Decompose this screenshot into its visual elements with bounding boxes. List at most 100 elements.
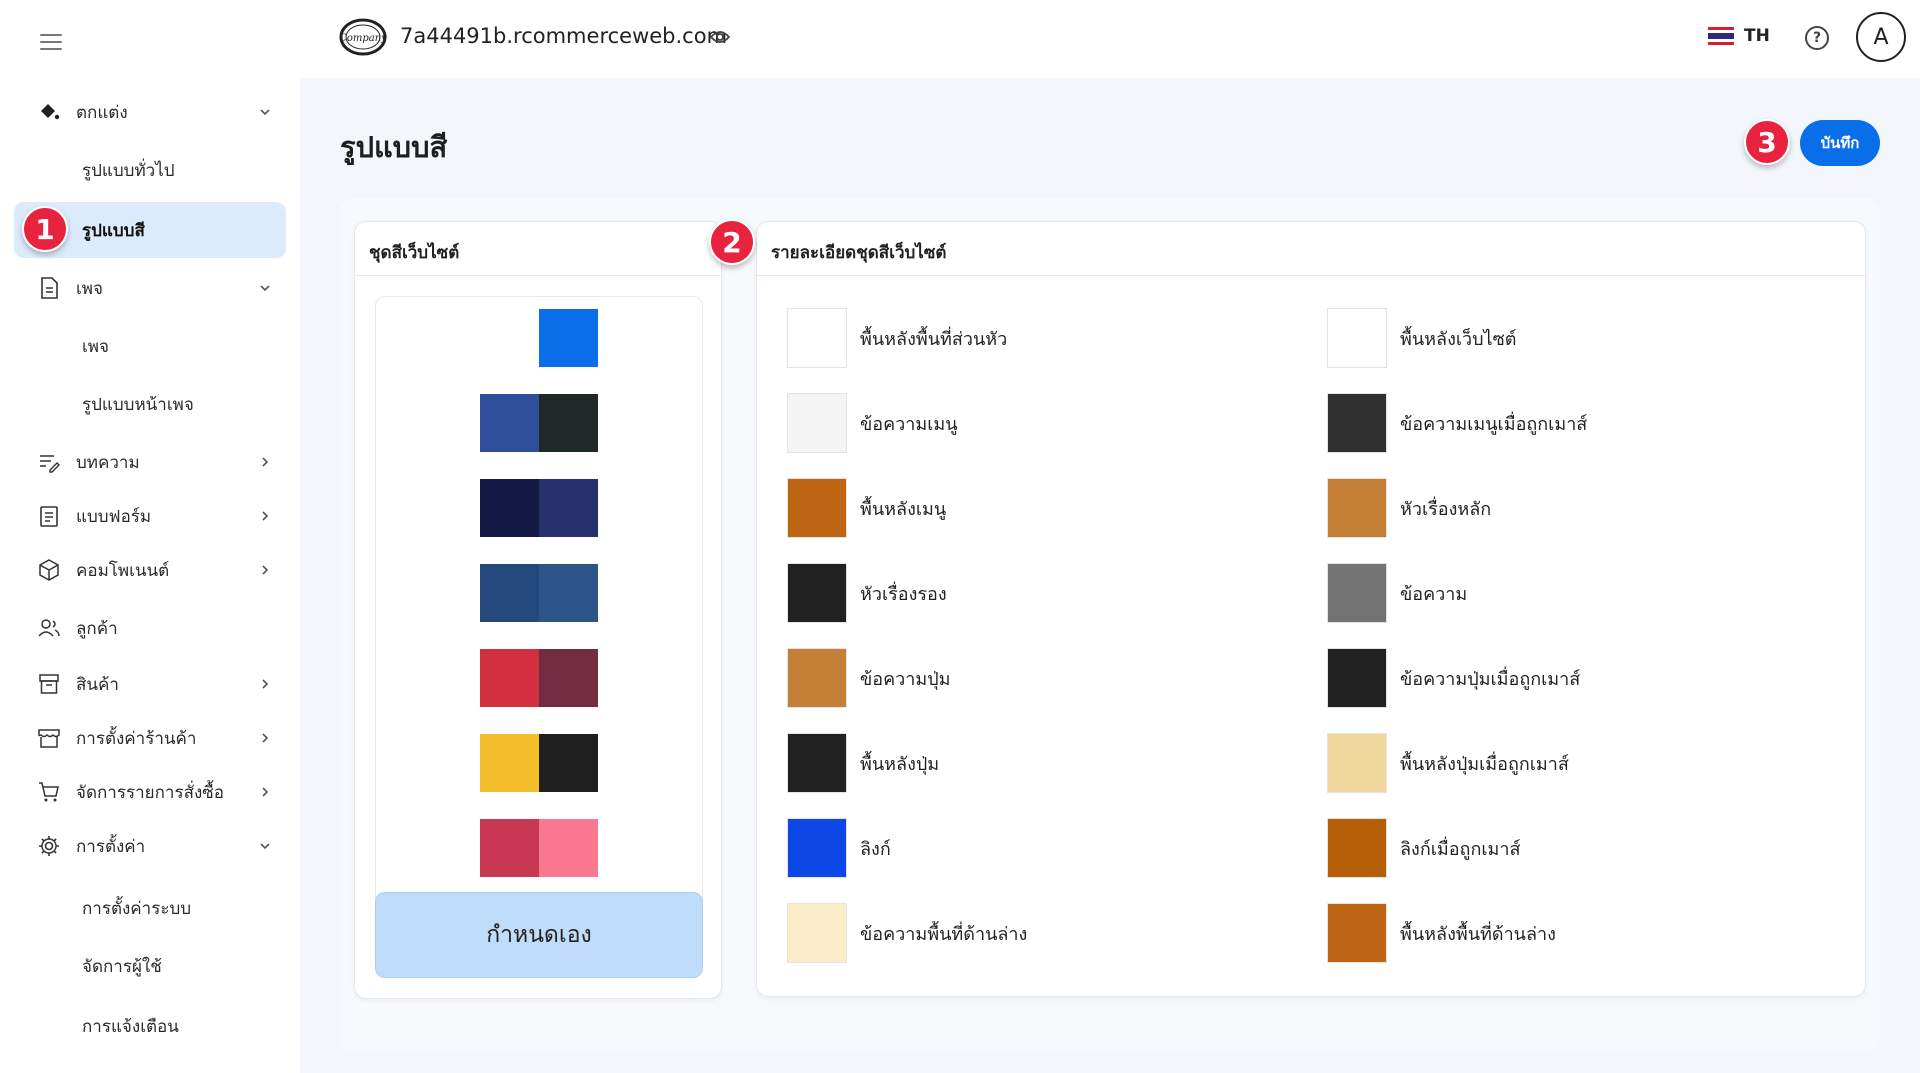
cube-icon: [36, 558, 62, 582]
color-setting-label: หัวเรื่องหลัก: [1400, 498, 1492, 520]
color-swatch[interactable]: [1327, 903, 1387, 963]
color-setting-row[interactable]: ข้อความเมนู: [787, 393, 958, 453]
hamburger-menu-icon[interactable]: [40, 34, 62, 52]
sidebar-item-label: จัดการผู้ใช้: [82, 956, 162, 977]
sidebar-item-label: คอมโพเนนต์: [76, 560, 170, 581]
svg-text:Company: Company: [339, 33, 387, 44]
swatch-color: [480, 649, 539, 707]
color-swatch[interactable]: [1327, 393, 1387, 453]
sidebar-item[interactable]: สินค้า: [14, 656, 286, 712]
chevron-down-icon[interactable]: [258, 280, 272, 294]
color-setting-row[interactable]: พื้นหลังเมนู: [787, 478, 946, 538]
sidebar-item[interactable]: คอมโพเนนต์: [14, 542, 286, 598]
sidebar-item[interactable]: ตกแต่ง: [14, 84, 286, 140]
sidebar-item-label: แบบฟอร์ม: [76, 506, 152, 527]
color-setting-label: ข้อความปุ่มเมื่อถูกเมาส์: [1400, 668, 1581, 690]
sidebar-item[interactable]: แบบฟอร์ม: [14, 488, 286, 544]
sidebar-item-label: บทความ: [76, 452, 140, 473]
sidebar-item[interactable]: จัดการรายการสั่งซื้อ: [14, 764, 286, 820]
color-setting-label: พื้นหลังเว็บไซต์: [1400, 328, 1517, 350]
theme-swatch[interactable]: [480, 394, 598, 452]
eye-icon[interactable]: [710, 29, 730, 45]
sidebar-item[interactable]: การตั้งค่าระบบ: [14, 880, 286, 936]
swatch-color: [539, 734, 598, 792]
sidebar: ตกแต่ง รูปแบบทั่วไป รูปแบบสี เพจ เพจ รูปแบบหน…: [0, 0, 300, 1073]
sidebar-item-label: ลูกค้า: [76, 618, 118, 639]
chevron-right-icon[interactable]: [258, 730, 272, 744]
color-setting-row[interactable]: ข้อความปุ่มเมื่อถูกเมาส์: [1327, 648, 1580, 708]
sidebar-item[interactable]: รูปแบบหน้าเพจ: [14, 376, 286, 432]
chevron-right-icon[interactable]: [258, 508, 272, 522]
color-swatch[interactable]: [1327, 563, 1387, 623]
theme-swatch[interactable]: [480, 734, 598, 792]
custom-theme-button[interactable]: กำหนดเอง: [375, 892, 703, 978]
avatar[interactable]: A: [1856, 12, 1906, 62]
color-setting-row[interactable]: พื้นหลังพื้นที่ด้านล่าง: [1327, 903, 1556, 963]
color-setting-label: พื้นหลังปุ่มเมื่อถูกเมาส์: [1400, 753, 1569, 775]
sidebar-item-label: รูปแบบสี: [82, 220, 145, 241]
color-setting-row[interactable]: ข้อความปุ่ม: [787, 648, 951, 708]
theme-swatch[interactable]: [480, 564, 598, 622]
color-swatch[interactable]: [787, 393, 847, 453]
chevron-right-icon[interactable]: [258, 784, 272, 798]
color-setting-row[interactable]: หัวเรื่องรอง: [787, 563, 947, 623]
sidebar-item-label: การตั้งค่า: [76, 836, 146, 857]
sidebar-item[interactable]: การตั้งค่า: [14, 818, 286, 874]
sidebar-item[interactable]: เพจ: [14, 260, 286, 316]
color-setting-label: ลิงก์เมื่อถูกเมาส์: [1400, 838, 1521, 860]
color-setting-row[interactable]: พื้นหลังพื้นที่ส่วนหัว: [787, 308, 1007, 368]
color-swatch[interactable]: [1327, 733, 1387, 793]
color-setting-row[interactable]: ลิงก์เมื่อถูกเมาส์: [1327, 818, 1520, 878]
chevron-right-icon[interactable]: [258, 562, 272, 576]
theme-list: [375, 296, 703, 976]
color-setting-label: พื้นหลังพื้นที่ด้านล่าง: [1400, 923, 1556, 945]
site-domain[interactable]: 7a44491b.rcommerceweb.com: [400, 24, 728, 48]
color-swatch[interactable]: [1327, 478, 1387, 538]
color-swatch[interactable]: [787, 308, 847, 368]
theme-swatch[interactable]: [480, 819, 598, 877]
cart-icon: [36, 780, 62, 804]
chevron-right-icon[interactable]: [258, 454, 272, 468]
chevron-down-icon[interactable]: [258, 104, 272, 118]
color-setting-label: ข้อความเมนู: [860, 413, 958, 435]
sidebar-item[interactable]: จัดการผู้ใช้: [14, 938, 286, 994]
theme-swatch[interactable]: [480, 309, 598, 367]
color-setting-row[interactable]: ข้อความ: [1327, 563, 1467, 623]
color-swatch[interactable]: [787, 648, 847, 708]
color-swatch[interactable]: [787, 903, 847, 963]
sidebar-item[interactable]: เพจ: [14, 318, 286, 374]
color-swatch[interactable]: [787, 733, 847, 793]
article-edit-icon: [36, 450, 62, 474]
color-swatch[interactable]: [787, 563, 847, 623]
save-button[interactable]: บันทึก: [1800, 120, 1880, 166]
color-setting-label: ข้อความพื้นที่ด้านล่าง: [860, 923, 1028, 945]
theme-palette-panel: ชุดสีเว็บไซต์ กำหนดเอง: [354, 221, 722, 999]
color-setting-row[interactable]: หัวเรื่องหลัก: [1327, 478, 1491, 538]
chevron-down-icon[interactable]: [258, 838, 272, 852]
chevron-right-icon[interactable]: [258, 676, 272, 690]
color-setting-row[interactable]: พื้นหลังเว็บไซต์: [1327, 308, 1517, 368]
sidebar-item[interactable]: บทความ: [14, 434, 286, 490]
step-badge-3: 3: [1744, 119, 1790, 165]
help-icon[interactable]: ?: [1805, 26, 1829, 50]
color-swatch[interactable]: [1327, 648, 1387, 708]
color-setting-row[interactable]: พื้นหลังปุ่มเมื่อถูกเมาส์: [1327, 733, 1569, 793]
color-setting-row[interactable]: ข้อความพื้นที่ด้านล่าง: [787, 903, 1027, 963]
color-swatch[interactable]: [1327, 818, 1387, 878]
color-swatch[interactable]: [1327, 308, 1387, 368]
color-setting-row[interactable]: ลิงก์: [787, 818, 891, 878]
swatch-color: [480, 394, 539, 452]
color-setting-row[interactable]: พื้นหลังปุ่ม: [787, 733, 939, 793]
color-setting-row[interactable]: ข้อความเมนูเมื่อถูกเมาส์: [1327, 393, 1587, 453]
sidebar-item[interactable]: ลูกค้า: [14, 600, 286, 656]
sidebar-item[interactable]: การตั้งค่าร้านค้า: [14, 710, 286, 766]
theme-swatch[interactable]: [480, 479, 598, 537]
sidebar-item[interactable]: การแจ้งเตือน: [14, 998, 286, 1054]
step-badge-1: 1: [22, 206, 68, 252]
color-swatch[interactable]: [787, 478, 847, 538]
color-setting-label: พื้นหลังพื้นที่ส่วนหัว: [860, 328, 1008, 350]
language-selector[interactable]: TH: [1708, 26, 1770, 46]
theme-swatch[interactable]: [480, 649, 598, 707]
color-swatch[interactable]: [787, 818, 847, 878]
sidebar-item[interactable]: รูปแบบทั่วไป: [14, 142, 286, 198]
